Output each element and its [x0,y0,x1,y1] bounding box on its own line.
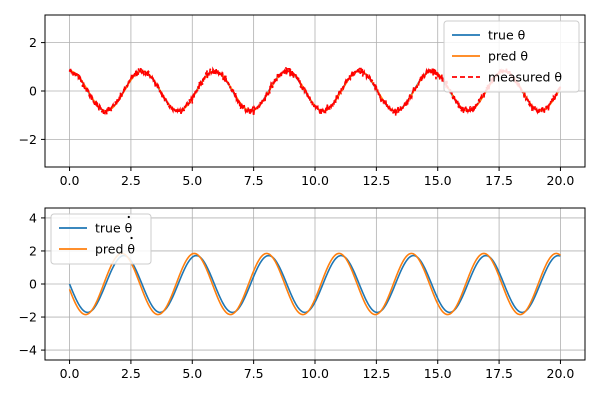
theta-dot-chart: 0.0 2.5 5.0 7.5 10.0 12.5 15.0 17.5 20.0−4−2024t… [19,207,586,381]
x-axis: 0.0 2.5 5.0 7.5 10.0 12.5 15.0 17.5 20.0 [60,360,575,381]
legend-label: measured θ [488,70,562,85]
x-tick-label: 12.5 [362,173,390,188]
plot-area [68,66,562,117]
y-tick-label: 0 [29,277,37,292]
plot-area [68,252,561,316]
x-tick-label: 12.5 [362,366,390,381]
legend-dot-accent [127,215,130,219]
x-tick-label: 5.0 [182,173,202,188]
legend-dot-accent [130,236,133,240]
x-tick-label: 0.0 [60,173,80,188]
x-tick-label: 2.5 [121,173,141,188]
y-tick-label: −4 [19,343,37,358]
x-tick-label: 15.0 [424,173,452,188]
y-tick-label: −2 [19,310,37,325]
legend-frame [50,213,152,265]
legend-label: pred θ [488,49,528,64]
y-tick-label: 0 [29,84,37,99]
x-tick-label: 15.0 [424,366,452,381]
legend-label: true θ [488,28,525,43]
x-axis: 0.0 2.5 5.0 7.5 10.0 12.5 15.0 17.5 20.0 [60,167,575,188]
legend-frame [443,20,580,93]
series-line [68,252,561,316]
x-tick-label: 7.5 [244,366,264,381]
x-tick-label: 20.0 [547,173,575,188]
x-tick-label: 17.5 [485,173,513,188]
y-axis: −4 −2 0 2 4 [19,210,45,358]
y-tick-label: 2 [29,243,37,258]
x-tick-label: 17.5 [485,366,513,381]
x-tick-label: 7.5 [244,173,264,188]
y-axis: −2 0 2 [19,35,45,147]
x-tick-label: 10.0 [301,173,329,188]
series-line [68,66,562,117]
legend-label: pred θ [95,242,135,257]
theta-chart: 0.0 2.5 5.0 7.5 10.0 12.5 15.0 17.5 20.0 −2 0 2 true… [19,14,586,188]
x-tick-label: 5.0 [182,366,202,381]
x-tick-label: 20.0 [547,366,575,381]
y-tick-label: 2 [29,35,37,50]
y-tick-label: −2 [19,132,37,147]
x-tick-label: 0.0 [60,366,80,381]
x-tick-label: 2.5 [121,366,141,381]
series-line [68,254,561,314]
legend: true θ pred θ [50,213,152,265]
legend: true θ pred θ measured θ [443,20,580,93]
legend-label: true θ [95,221,132,236]
y-tick-label: 4 [29,210,37,225]
x-tick-label: 10.0 [301,366,329,381]
